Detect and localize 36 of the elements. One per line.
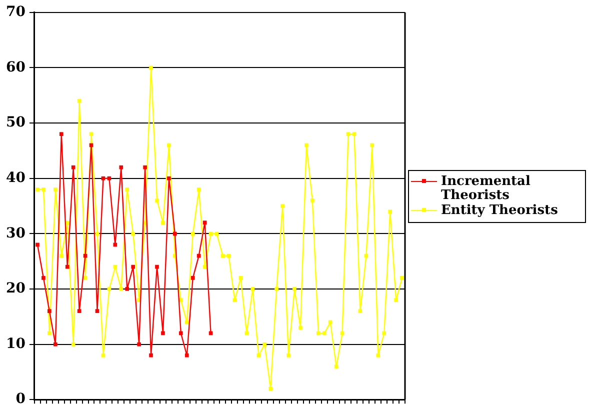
y-tick-label: 40 <box>6 170 26 186</box>
y-tick-label: 0 <box>16 391 26 408</box>
point <box>125 287 130 291</box>
point <box>184 353 189 358</box>
point <box>137 342 141 346</box>
y-tick-label: 60 <box>6 59 26 76</box>
point <box>107 176 112 180</box>
point <box>95 309 100 314</box>
point <box>190 276 195 280</box>
point <box>59 132 64 136</box>
point <box>178 331 183 336</box>
point <box>77 309 82 314</box>
y-tick-label: 10 <box>6 336 26 352</box>
point <box>161 331 165 336</box>
y-tick-label: 30 <box>6 225 26 242</box>
point <box>167 176 171 180</box>
y-tick-label: 70 <box>6 4 26 20</box>
point <box>101 176 106 180</box>
point <box>173 232 177 236</box>
y-tick-label: 50 <box>6 114 26 131</box>
point <box>143 165 147 170</box>
point <box>65 264 70 269</box>
point <box>155 264 159 269</box>
legend-label: Incremental Theorists <box>441 174 532 203</box>
point <box>89 143 94 148</box>
point <box>131 264 135 269</box>
point <box>36 242 40 247</box>
point <box>202 220 207 225</box>
point <box>48 309 52 314</box>
point <box>149 353 153 358</box>
point <box>53 342 58 346</box>
point <box>42 276 46 280</box>
point <box>119 165 124 170</box>
y-tick-label: 20 <box>6 280 26 297</box>
legend-label: Entity Theorists <box>441 203 558 218</box>
point <box>113 242 118 247</box>
